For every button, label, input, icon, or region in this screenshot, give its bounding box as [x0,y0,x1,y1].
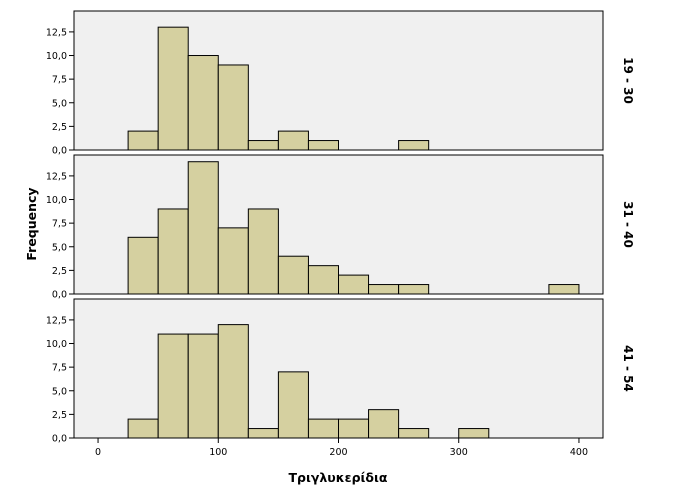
y-tick-label: 5,0 [52,386,67,397]
histogram-bar [127,236,159,295]
y-tick-label: 5,0 [52,242,67,253]
y-tick-label: 12,5 [46,315,67,326]
histogram-bar [458,428,490,439]
y-tick-label: 12,5 [46,27,67,38]
y-tick-label: 12,5 [46,171,67,182]
panel-2: 0,0 2,5 5,0 7,5 10,0 12,5 31 - 40 [46,154,635,301]
y-tick-label: 10,0 [46,195,67,206]
histogram-bar [187,333,219,439]
histogram-bar [157,333,189,439]
histogram-bar [247,140,279,151]
x-axis-title: Τριγλυκερίδια [289,470,388,485]
y-tick-label: 2,5 [52,266,67,277]
histogram-bar [277,255,309,295]
histogram-bar [338,418,370,439]
histogram-bar [217,227,249,295]
panel-background [73,298,604,439]
y-tick-label: 10,0 [46,339,67,350]
panel-background [73,10,604,151]
y-tick-label: 0,0 [52,290,67,301]
histogram-bar [277,371,309,439]
y-tick-label: 7,5 [52,219,67,230]
x-tick-label: 0 [95,447,101,458]
histogram-bar [398,428,430,439]
panels-group: 0,0 2,5 5,0 7,5 10,0 12,5 19 - 30 0,0 2,5 5,0 7,5 1… [46,10,635,445]
x-tick-label: 300 [450,447,468,458]
histogram-bar [307,140,339,151]
y-axis-title: Frequency [24,187,39,260]
histogram-bar [398,140,430,151]
histogram-bar [338,274,370,295]
histogram-bar [307,265,339,295]
y-tick-label: 10,0 [46,51,67,62]
y-tick-label: 0,0 [52,434,67,445]
y-tick-label: 7,5 [52,363,67,374]
histogram-bar [157,208,189,295]
panel-label: 19 - 30 [621,57,635,104]
panel-1: 0,0 2,5 5,0 7,5 10,0 12,5 19 - 30 [46,10,635,157]
histogram-bar [307,418,339,439]
histogram-bar [187,55,219,151]
panel-label: 31 - 40 [621,201,635,248]
y-tick-label: 0,0 [52,146,67,157]
x-axis: 0 100 200 300 400 [95,438,588,458]
histogram-bar [217,64,249,151]
x-tick-label: 400 [570,447,588,458]
y-tick-label: 2,5 [52,410,67,421]
histogram-bar [157,26,189,151]
histogram-bar [217,324,249,439]
panel-label: 41 - 54 [621,345,635,392]
histogram-bar [548,284,580,295]
x-tick-label: 100 [209,447,227,458]
histogram-bar [398,284,430,295]
histogram-bar [277,130,309,151]
histogram-bar [187,161,219,295]
y-tick-label: 2,5 [52,122,67,133]
y-tick-label: 7,5 [52,75,67,86]
histogram-bar [127,130,159,151]
histogram-bar [127,418,159,439]
histogram-bar [247,208,279,295]
histogram-bar [247,428,279,439]
y-tick-label: 5,0 [52,98,67,109]
histogram-bar [368,409,400,439]
panel-3: 0,0 2,5 5,0 7,5 10,0 12,5 41 - 54 [46,298,635,445]
x-tick-label: 200 [329,447,347,458]
histogram-bar [368,284,400,295]
